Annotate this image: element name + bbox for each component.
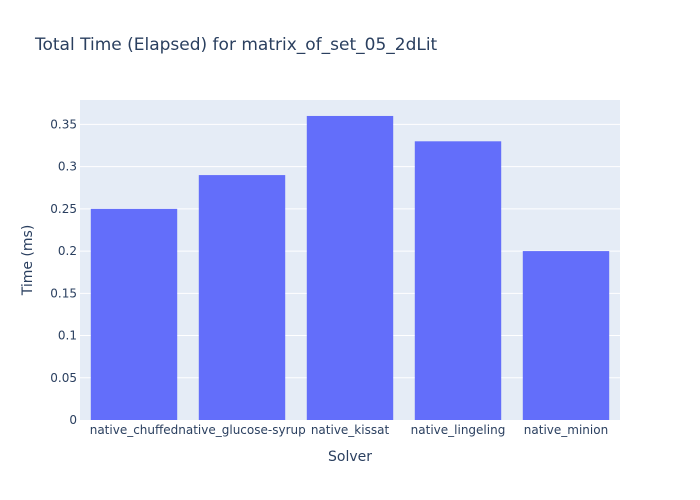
y-tick-label: 0.35 xyxy=(50,117,77,131)
bar xyxy=(198,175,286,420)
y-tick-label: 0.15 xyxy=(50,286,77,300)
y-axis-title: Time (ms) xyxy=(20,225,36,297)
bar xyxy=(414,141,502,420)
bar xyxy=(306,115,394,420)
x-axis-ticks: native_chuffed native_glucose-syrup native… xyxy=(90,423,608,437)
y-tick-label: 0.2 xyxy=(58,244,77,258)
x-tick-label: native_chuffed xyxy=(90,423,179,437)
y-tick-label: 0 xyxy=(69,413,77,427)
y-tick-label: 0.25 xyxy=(50,202,77,216)
y-tick-label: 0.05 xyxy=(50,371,77,385)
y-axis-ticks: 0 0.05 0.1 0.15 0.2 0.25 0.3 0.35 xyxy=(50,117,77,427)
x-axis-title: Solver xyxy=(328,449,372,465)
y-tick-label: 0.1 xyxy=(58,329,77,343)
x-tick-label: native_minion xyxy=(524,423,608,437)
x-tick-label: native_kissat xyxy=(311,423,390,437)
x-tick-label: native_lingeling xyxy=(411,423,506,437)
bars xyxy=(90,115,610,420)
bar xyxy=(522,251,610,420)
chart-title: Total Time (Elapsed) for matrix_of_set_0… xyxy=(34,35,438,55)
y-tick-label: 0.3 xyxy=(58,160,77,174)
bar xyxy=(90,208,178,420)
x-tick-label: native_glucose-syrup xyxy=(178,423,305,437)
